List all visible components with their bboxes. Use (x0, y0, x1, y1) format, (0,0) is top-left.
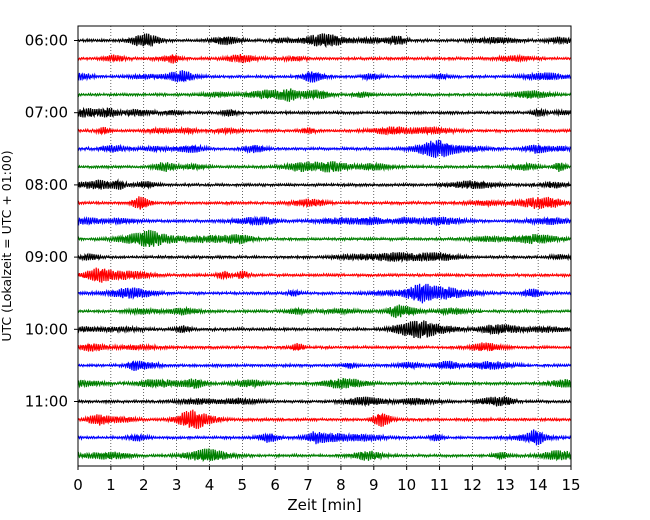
x-axis-label: Zeit [min] (287, 496, 361, 514)
trace-12 (77, 251, 572, 264)
trace-4 (77, 106, 572, 119)
trace-22 (77, 429, 572, 446)
y-axis: 06:00 07:00 08:00 09:00 10:00 11:00 (25, 32, 78, 411)
grid-lines (110, 26, 539, 466)
trace-9 (77, 196, 572, 210)
trace-23 (77, 448, 572, 463)
y-tick-label-1: 07:00 (25, 104, 68, 122)
trace-16 (77, 320, 572, 339)
trace-10 (77, 215, 572, 227)
x-tick-label-7: 7 (303, 476, 313, 494)
x-tick-label-0: 0 (73, 476, 83, 494)
y-tick-label-3: 09:00 (25, 248, 68, 266)
x-tick-label-10: 10 (397, 476, 416, 494)
x-axis: 0 1 2 3 4 5 6 7 8 9 10 11 12 13 14 15 (73, 466, 581, 494)
x-tick-label-13: 13 (496, 476, 515, 494)
x-tick-label-1: 1 (106, 476, 116, 494)
trace-15 (77, 304, 572, 319)
y-tick-label-0: 06:00 (25, 32, 68, 50)
trace-13 (77, 267, 571, 283)
trace-7 (77, 161, 571, 173)
seismic-traces (77, 33, 572, 463)
y-tick-label-2: 08:00 (25, 176, 68, 194)
trace-17 (77, 342, 572, 352)
x-tick-label-2: 2 (139, 476, 149, 494)
y-axis-label: UTC (Lokalzeit = UTC + 01:00) (0, 150, 14, 341)
trace-20 (77, 396, 571, 408)
trace-19 (77, 377, 572, 390)
x-tick-label-15: 15 (561, 476, 580, 494)
y-tick-label-4: 10:00 (25, 320, 68, 338)
plot-frame (77, 25, 572, 467)
x-tick-label-11: 11 (430, 476, 449, 494)
trace-2 (77, 70, 572, 83)
trace-6 (77, 139, 572, 158)
trace-18 (77, 360, 572, 371)
trace-21 (77, 409, 572, 429)
trace-11 (77, 229, 572, 248)
x-tick-label-6: 6 (270, 476, 280, 494)
plot-area (78, 26, 571, 466)
trace-14 (77, 283, 572, 304)
x-tick-label-4: 4 (205, 476, 215, 494)
x-tick-label-8: 8 (336, 476, 346, 494)
x-tick-label-5: 5 (238, 476, 248, 494)
x-tick-label-12: 12 (463, 476, 482, 494)
trace-3 (77, 88, 572, 102)
x-tick-label-14: 14 (529, 476, 548, 494)
trace-5 (77, 125, 571, 136)
y-tick-label-5: 11:00 (25, 393, 68, 411)
trace-1 (77, 53, 571, 64)
trace-8 (77, 178, 572, 190)
x-tick-label-9: 9 (369, 476, 379, 494)
trace-0 (77, 33, 572, 49)
x-tick-label-3: 3 (172, 476, 182, 494)
